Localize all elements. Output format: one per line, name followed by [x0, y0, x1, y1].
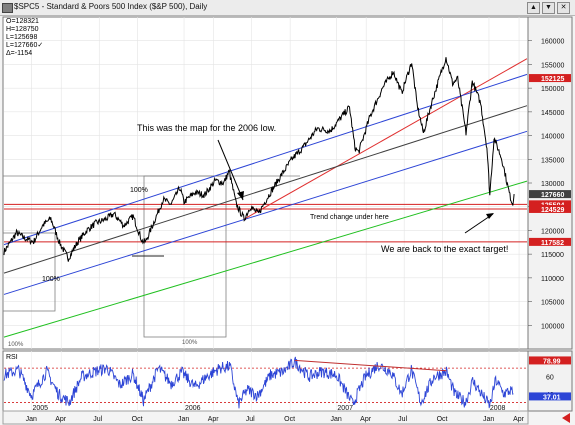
- percent-label-a: 100%: [130, 187, 148, 194]
- chart-icon: [2, 3, 13, 13]
- trend-change-label: Trend change under here: [310, 214, 389, 221]
- time-tick-15: 2008: [490, 405, 506, 412]
- percent-label-b: 100%: [42, 276, 60, 283]
- time-tick-4: Oct: [132, 416, 143, 423]
- rsi-flag-0: 78.99: [543, 358, 561, 365]
- rsi-divergence-line: [294, 359, 447, 372]
- black-trendline: [3, 105, 528, 274]
- rsi-levels: [4, 367, 527, 403]
- price-tick-1: 155000: [541, 62, 564, 69]
- time-tick-6: Jan: [178, 416, 189, 423]
- price-tick-4: 140000: [541, 134, 564, 141]
- time-tick-7: Apr: [208, 416, 220, 423]
- svg-text:O=128321: O=128321: [6, 18, 39, 25]
- time-tick-labels: 2005 Jan Apr Jul Oct 2006 Jan Apr Jul Oct 2007 Jan A…: [26, 405, 525, 423]
- rsi-tick-0: 60: [546, 375, 554, 382]
- green-trendline: [3, 180, 528, 338]
- price-tick-6: 130000: [541, 181, 564, 188]
- trend-lines: [3, 58, 528, 338]
- red-trendline: [243, 58, 528, 220]
- rsi-flag-bg-1: [529, 392, 571, 401]
- time-tick-14: Oct: [437, 416, 448, 423]
- maximize-button[interactable]: ▼: [542, 2, 555, 14]
- price-tick-10: 110000: [541, 276, 564, 283]
- price-tick-5: 135000: [541, 157, 564, 164]
- time-tick-11: Jan: [331, 416, 342, 423]
- price-flag-bg-3: [529, 204, 571, 213]
- price-series-line: [3, 57, 515, 262]
- chart-canvas: This was the map for the 2006 low. We ar…: [2, 16, 573, 425]
- time-tick-0: 2005: [32, 405, 48, 412]
- time-tick-17: Apr: [513, 416, 525, 423]
- price-tick-2: 150000: [541, 86, 564, 93]
- target-annotation: We are back to the exact target!: [381, 244, 508, 254]
- rsi-label: RSI: [6, 354, 18, 361]
- price-flag-bg-2: [529, 200, 571, 209]
- time-axis: [2, 410, 529, 425]
- svg-text:Δ=-1154: Δ=-1154: [6, 50, 32, 57]
- price-tick-3: 145000: [541, 110, 564, 117]
- blue-channel-lower: [3, 130, 528, 295]
- ohlc-readout: O=128321 H=128750 L=125698 L=127660✓ Δ=-…: [6, 18, 43, 57]
- rsi-flag-bg-0: [529, 356, 571, 365]
- time-tick-12: Apr: [360, 416, 372, 423]
- price-flag-bg-0: [529, 74, 571, 83]
- time-tick-16: Jan: [483, 416, 494, 423]
- price-flag-1: 127660: [541, 192, 564, 199]
- percent-label-d: 100%: [8, 342, 24, 348]
- rsi-flag-1: 37.01: [543, 394, 561, 401]
- blue-channel-upper: [3, 73, 528, 246]
- time-tick-2: Apr: [55, 416, 67, 423]
- time-tick-8: Jul: [246, 416, 255, 423]
- price-flag-4: 117582: [541, 240, 564, 247]
- svg-text:L=127660✓: L=127660✓: [6, 42, 43, 49]
- time-tick-13: Jul: [398, 416, 407, 423]
- price-flag-0: 152125: [541, 76, 564, 83]
- price-tick-0: 160000: [541, 39, 564, 46]
- price-tick-12: 100000: [541, 323, 564, 330]
- time-tick-1: Jan: [26, 416, 37, 423]
- price-tick-8: 120000: [541, 228, 564, 235]
- target-arrowhead-icon: [486, 213, 494, 219]
- price-axis: [527, 16, 573, 350]
- map-arrowhead-icon: [237, 191, 244, 200]
- map-annotation: This was the map for the 2006 low.: [137, 123, 276, 133]
- price-tick-9: 115000: [541, 252, 564, 259]
- scroll-left-arrow-icon[interactable]: [562, 413, 570, 423]
- price-flag-3: 124529: [541, 207, 564, 214]
- map-arrow: [217, 139, 244, 201]
- percent-label-c: 100%: [182, 340, 198, 346]
- price-flag-bg-4: [529, 237, 571, 246]
- svg-text:H=128750: H=128750: [6, 26, 39, 33]
- time-tick-10: 2007: [337, 405, 353, 412]
- price-flag-bg-1: [529, 190, 571, 199]
- time-tick-5: 2006: [185, 405, 201, 412]
- window-title: $SPC5 - Standard & Poors 500 Index ($&P …: [14, 2, 208, 11]
- svg-text:L=125698: L=125698: [6, 34, 37, 41]
- rsi-flags: 78.99 37.01: [529, 356, 571, 401]
- close-button[interactable]: ✕: [557, 2, 570, 14]
- time-tick-9: Oct: [284, 416, 295, 423]
- time-tick-3: Jul: [93, 416, 102, 423]
- rsi-series-line: [3, 356, 514, 409]
- minimize-button[interactable]: ▲: [527, 2, 540, 14]
- price-flags: 152125127660125504124529117582: [529, 74, 571, 247]
- title-bar: $SPC5 - Standard & Poors 500 Index ($&P …: [0, 0, 575, 16]
- price-tick-11: 105000: [541, 300, 564, 307]
